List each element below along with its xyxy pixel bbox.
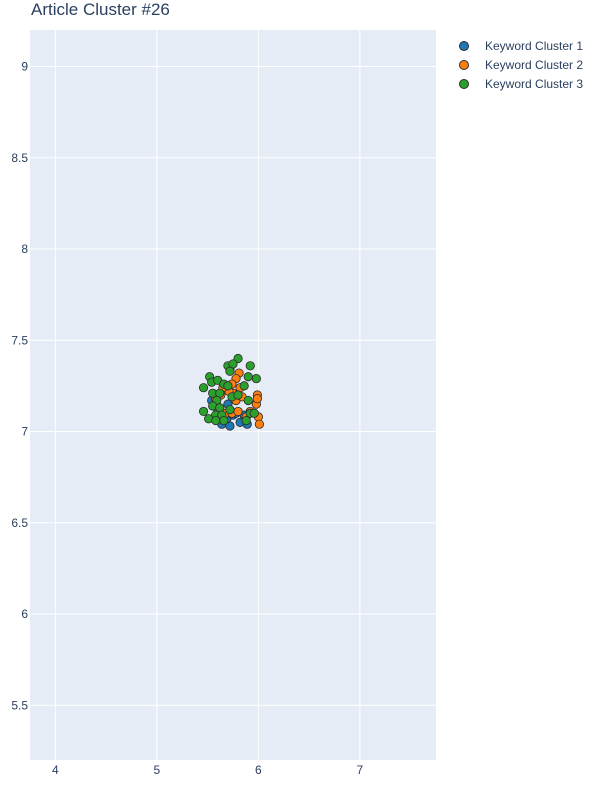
y-tick-label: 6 [21, 607, 28, 621]
data-point-series-3[interactable] [219, 415, 229, 426]
x-tick-label: 6 [255, 763, 262, 777]
data-point-series-3[interactable] [223, 381, 233, 391]
legend-swatch-icon [459, 40, 469, 51]
y-tick-label: 8.5 [11, 151, 28, 165]
data-point-series-3[interactable] [249, 408, 259, 418]
gridlines [30, 30, 436, 760]
x-tick-label: 7 [357, 763, 364, 777]
data-point-series-3[interactable] [239, 381, 249, 391]
x-tick-label: 4 [52, 763, 59, 777]
data-point-series-3[interactable] [245, 361, 255, 371]
legend: Keyword Cluster 1 Keyword Cluster 2 Keyw… [456, 36, 583, 93]
legend-item-keyword-cluster-2[interactable]: Keyword Cluster 2 [456, 55, 583, 74]
y-tick-label: 6.5 [11, 516, 28, 530]
y-tick-label: 5.5 [11, 698, 28, 712]
data-point-series-3[interactable] [225, 404, 235, 415]
data-point-series-3[interactable] [241, 415, 251, 426]
data-point-series-3[interactable] [198, 383, 209, 393]
data-point-series-3[interactable] [243, 395, 253, 406]
legend-item-keyword-cluster-1[interactable]: Keyword Cluster 1 [456, 36, 583, 55]
data-point-series-3[interactable] [233, 390, 243, 400]
y-tick-label: 7.5 [11, 333, 28, 347]
legend-label: Keyword Cluster 1 [485, 38, 584, 53]
legend-label: Keyword Cluster 3 [485, 76, 584, 91]
legend-label: Keyword Cluster 2 [485, 57, 584, 72]
data-point-series-3[interactable] [211, 415, 221, 426]
data-point-series-3[interactable] [251, 373, 261, 384]
legend-swatch-icon [459, 78, 469, 89]
data-point-series-2[interactable] [254, 419, 264, 429]
data-point-series-3[interactable] [198, 406, 209, 417]
x-axis: 4 5 6 7 [52, 763, 364, 777]
data-points [198, 353, 264, 431]
y-tick-label: 9 [21, 60, 28, 74]
legend-item-keyword-cluster-3[interactable]: Keyword Cluster 3 [456, 74, 583, 93]
chart-title: Article Cluster #26 [31, 0, 170, 19]
data-point-series-3[interactable] [225, 366, 235, 376]
y-tick-label: 8 [21, 242, 28, 256]
y-axis: 5.5 6 6.5 7 7.5 8 8.5 9 [11, 60, 28, 713]
y-tick-label: 7 [21, 425, 28, 439]
x-tick-label: 5 [154, 763, 161, 777]
legend-swatch-icon [459, 59, 469, 70]
data-point-series-2[interactable] [252, 394, 262, 404]
data-point-series-2[interactable] [233, 406, 243, 417]
data-point-series-3[interactable] [243, 372, 253, 382]
